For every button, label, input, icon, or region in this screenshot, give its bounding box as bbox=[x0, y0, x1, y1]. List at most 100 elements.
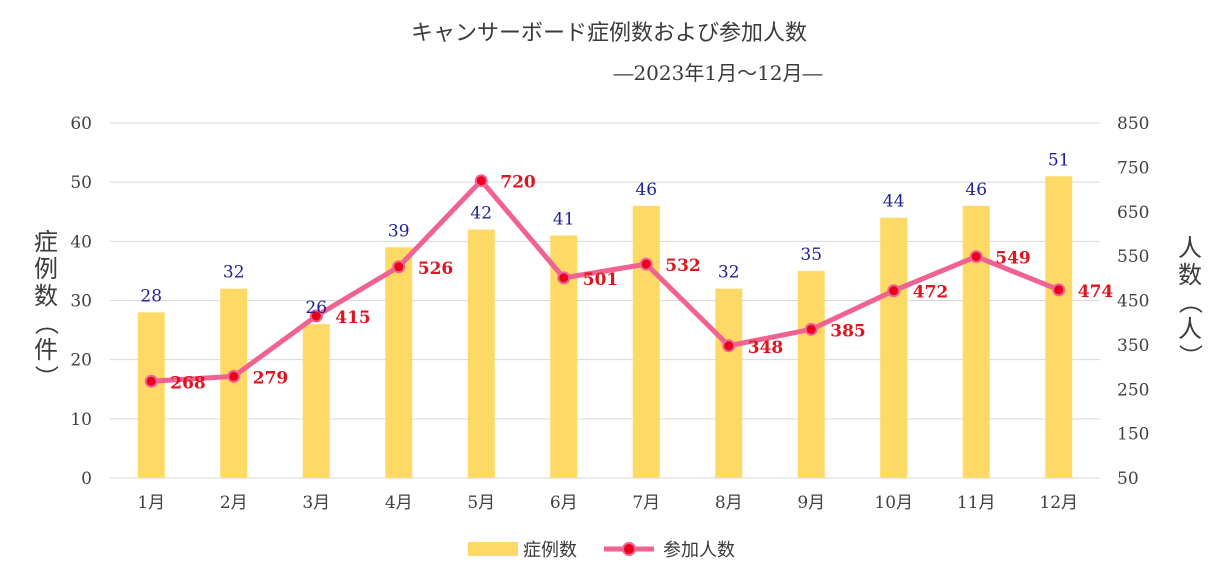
bar bbox=[220, 288, 248, 478]
left-tick-label: 10 bbox=[70, 410, 92, 430]
bar bbox=[715, 288, 743, 478]
axis-title-char: ） bbox=[32, 365, 60, 389]
right-axis-ticks: 50 150 250 350 450 550 650 750 850 bbox=[1117, 114, 1149, 489]
line-point bbox=[1052, 283, 1066, 297]
bar bbox=[880, 217, 908, 478]
line-point bbox=[887, 284, 901, 298]
category-label: 6月 bbox=[550, 493, 578, 513]
bar-series bbox=[137, 176, 1073, 479]
left-tick-label: 60 bbox=[70, 114, 92, 134]
bar bbox=[302, 324, 330, 478]
line-point bbox=[144, 374, 158, 388]
axis-title-char: 人 bbox=[1178, 315, 1202, 343]
bar bbox=[385, 247, 413, 478]
bar bbox=[632, 205, 660, 479]
line-point bbox=[474, 174, 488, 188]
line-point bbox=[722, 339, 736, 353]
line-series bbox=[144, 174, 1066, 388]
line-point bbox=[639, 257, 653, 271]
bar bbox=[1045, 176, 1073, 478]
bar bbox=[137, 312, 165, 478]
line-value-label: 532 bbox=[665, 256, 701, 276]
bar bbox=[467, 229, 495, 478]
category-label: 4月 bbox=[385, 493, 413, 513]
bar-value-label: 46 bbox=[965, 180, 987, 200]
line-path bbox=[151, 178, 1060, 384]
axis-title-char: 人 bbox=[1178, 234, 1202, 262]
bar-value-label: 41 bbox=[553, 209, 575, 229]
right-tick-label: 250 bbox=[1117, 380, 1149, 400]
line-value-label: 415 bbox=[335, 308, 371, 328]
right-tick-label: 850 bbox=[1117, 114, 1149, 134]
category-label: 12月 bbox=[1039, 493, 1078, 513]
category-label: 7月 bbox=[632, 493, 660, 513]
legend-line-label: 参加人数 bbox=[663, 540, 735, 561]
line-value-label: 474 bbox=[1078, 282, 1114, 302]
category-label: 9月 bbox=[797, 493, 825, 513]
legend-bar-label: 症例数 bbox=[523, 540, 577, 561]
category-label: 8月 bbox=[715, 493, 743, 513]
bar-value-label: 42 bbox=[470, 204, 492, 224]
bar-value-label: 51 bbox=[1048, 150, 1070, 170]
bar-value-label: 32 bbox=[718, 263, 740, 283]
category-label: 5月 bbox=[467, 493, 495, 513]
line-value-label: 472 bbox=[913, 283, 949, 303]
left-tick-label: 30 bbox=[70, 292, 92, 312]
right-tick-label: 650 bbox=[1117, 203, 1149, 223]
line-point bbox=[969, 250, 983, 264]
line-value-label: 279 bbox=[253, 368, 289, 388]
bar-value-label: 35 bbox=[800, 245, 822, 265]
right-axis-title: 人数（人） bbox=[1176, 234, 1204, 368]
line-value-label: 385 bbox=[830, 321, 866, 341]
axis-title-char: （ bbox=[32, 311, 60, 335]
line-point bbox=[227, 369, 241, 383]
right-tick-label: 50 bbox=[1117, 469, 1139, 489]
category-label: 10月 bbox=[874, 493, 913, 513]
bar-value-label: 32 bbox=[223, 263, 245, 283]
line-point bbox=[309, 309, 323, 323]
bar-value-label: 46 bbox=[635, 180, 657, 200]
category-label: 1月 bbox=[137, 493, 165, 513]
legend-line-marker bbox=[622, 542, 636, 556]
category-axis-labels: 1月 2月 3月 4月 5月 6月 7月 8月 9月 10月 11月 12月 bbox=[137, 493, 1078, 513]
right-tick-label: 350 bbox=[1117, 336, 1149, 356]
bar bbox=[797, 270, 825, 478]
gridlines bbox=[110, 122, 1100, 479]
bar-value-label: 44 bbox=[883, 192, 905, 212]
data-labels: 28 32 26 39 42 41 46 32 35 44 46 51 268 279 415 526 720 5… bbox=[140, 150, 1113, 393]
left-tick-label: 20 bbox=[70, 351, 92, 371]
line-value-label: 268 bbox=[170, 373, 206, 393]
axis-title-char: 例 bbox=[34, 255, 58, 283]
line-value-label: 348 bbox=[748, 338, 784, 358]
line-point bbox=[804, 322, 818, 336]
legend-bar-swatch bbox=[468, 542, 518, 556]
axis-title-char: （ bbox=[1176, 290, 1204, 314]
line-value-label: 549 bbox=[995, 249, 1031, 269]
left-tick-label: 40 bbox=[70, 232, 92, 252]
right-tick-label: 550 bbox=[1117, 247, 1149, 267]
right-tick-label: 750 bbox=[1117, 158, 1149, 178]
axis-title-char: ） bbox=[1176, 344, 1204, 368]
line-point bbox=[392, 260, 406, 274]
line-value-label: 501 bbox=[583, 270, 619, 290]
axis-title-char: 数 bbox=[34, 282, 58, 310]
axis-title-char: 件 bbox=[34, 336, 58, 364]
category-label: 11月 bbox=[957, 493, 996, 513]
line-value-label: 526 bbox=[418, 259, 454, 279]
left-tick-label: 50 bbox=[70, 173, 92, 193]
left-tick-label: 0 bbox=[81, 469, 92, 489]
right-tick-label: 150 bbox=[1117, 425, 1149, 445]
chart-title: キャンサーボード症例数および参加人数 bbox=[411, 21, 807, 46]
line-value-label: 720 bbox=[500, 173, 536, 193]
right-tick-label: 450 bbox=[1117, 292, 1149, 312]
bar-value-label: 26 bbox=[305, 298, 327, 318]
category-label: 3月 bbox=[302, 493, 330, 513]
chart-subtitle: ―2023年1月～12月― bbox=[613, 61, 822, 85]
line-point bbox=[557, 271, 571, 285]
axis-title-char: 症 bbox=[34, 228, 58, 256]
category-label: 2月 bbox=[220, 493, 248, 513]
axis-title-char: 数 bbox=[1178, 261, 1202, 289]
left-axis-title: 症例数（件） bbox=[32, 228, 60, 389]
left-axis-ticks: 0 10 20 30 40 50 60 bbox=[70, 114, 92, 489]
